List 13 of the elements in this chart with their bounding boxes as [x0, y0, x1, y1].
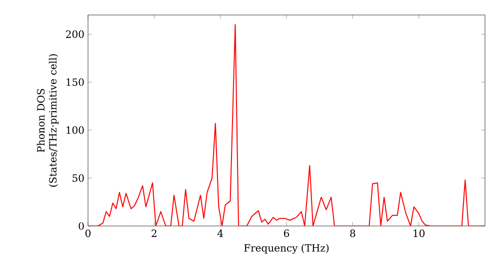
x-tick-label: 10: [414, 230, 425, 238]
y-tick-label: 0: [78, 222, 84, 230]
y-axis-title: Phonon DOS (States/THz·primitive cell): [36, 54, 59, 187]
y-tick-label: 150: [66, 78, 84, 86]
x-tick-label: 0: [85, 230, 91, 238]
x-tick-label: 8: [350, 230, 356, 238]
y-tick-label: 50: [72, 174, 84, 182]
x-tick-label: 2: [152, 230, 156, 237]
y-tick-label: 100: [66, 126, 84, 134]
x-tick-label: 4: [217, 230, 224, 237]
y-tick-label: 200: [66, 30, 84, 38]
x-tick-label: 6: [284, 230, 290, 238]
x-axis-title: Frequency (THz): [244, 244, 329, 254]
